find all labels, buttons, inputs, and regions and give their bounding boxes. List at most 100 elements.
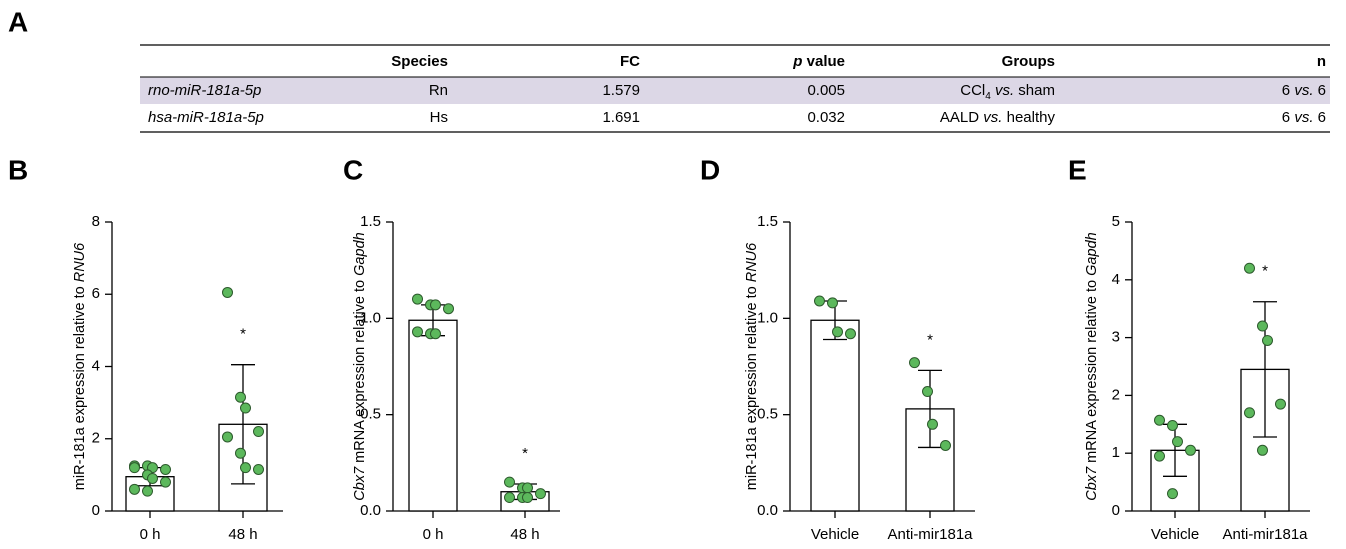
data-point [1262, 334, 1273, 346]
y-tick-label: 1.0 [360, 309, 381, 326]
text-segment: 6 [1313, 82, 1326, 99]
y-tick-label: 0.5 [360, 406, 381, 423]
data-point [129, 483, 140, 495]
x-tick-label: 0 h [140, 526, 161, 543]
text-segment: 6 [1313, 109, 1326, 126]
text-segment: 0.005 [807, 82, 845, 99]
data-point [827, 297, 838, 309]
text-segment: mRNA expression relative to [352, 276, 368, 467]
x-tick-label: 0 h [423, 526, 444, 543]
y-tick-label: 0 [1112, 502, 1120, 519]
y-tick-label: 0.5 [757, 406, 778, 423]
text-segment: 0.032 [807, 109, 845, 126]
text-segment: vs. [1294, 109, 1313, 126]
y-tick-label: 3 [1112, 329, 1120, 346]
data-point [129, 462, 140, 474]
text-segment: Gapdh [352, 232, 368, 276]
table-header: n [1317, 53, 1326, 70]
panel-label: D [700, 154, 720, 185]
data-point [160, 476, 171, 488]
text-segment: miR-181a expression relative to [72, 282, 88, 490]
data-point [504, 492, 515, 504]
text-segment: Cbx7 [352, 466, 368, 501]
data-point [927, 418, 938, 430]
y-axis-label: miR-181a expression relative to RNU6 [72, 242, 88, 490]
data-point [147, 472, 158, 484]
data-point [832, 326, 843, 338]
y-tick-label: 0.0 [360, 502, 381, 519]
text-segment: vs. [1294, 82, 1313, 99]
data-point [235, 447, 246, 459]
data-point [222, 431, 233, 443]
text-segment: 1.579 [602, 82, 640, 99]
table-cell: 6 vs. 6 [1282, 109, 1326, 126]
text-segment: AALD [940, 109, 983, 126]
text-segment: sham [1014, 82, 1055, 99]
table-cell: 1.691 [602, 109, 640, 126]
text-segment: hsa-miR-181a-5p [148, 109, 264, 126]
data-point [1167, 419, 1178, 431]
x-tick-label: 48 h [510, 526, 539, 543]
text-segment: n [1317, 53, 1326, 70]
table-cell: hsa-miR-181a-5p [148, 109, 264, 126]
data-point [235, 391, 246, 403]
data-point [160, 463, 171, 475]
data-point [1244, 262, 1255, 274]
data-point [1154, 414, 1165, 426]
text-segment: FC [620, 53, 640, 70]
text-segment: vs. [991, 82, 1014, 99]
data-point [443, 303, 454, 315]
data-point [430, 328, 441, 340]
text-segment: 4 [985, 91, 991, 102]
text-segment: Species [391, 53, 448, 70]
text-segment: RNU6 [72, 242, 88, 282]
table-header: Groups [1002, 53, 1055, 70]
data-point [922, 386, 933, 398]
y-tick-label: 2 [92, 430, 100, 447]
table-header: Species [391, 53, 448, 70]
panel-label: E [1068, 154, 1087, 185]
text-segment: RNU6 [744, 242, 760, 282]
data-point [535, 488, 546, 500]
text-segment: rno-miR-181a-5p [148, 82, 261, 99]
text-segment: value [802, 53, 845, 70]
data-point [504, 476, 515, 488]
significance-mark: * [1262, 263, 1268, 280]
text-segment: 1.691 [602, 109, 640, 126]
data-point [1167, 488, 1178, 500]
text-segment: 6 [1282, 109, 1295, 126]
data-point [522, 492, 533, 504]
data-point [1257, 320, 1268, 332]
y-tick-label: 4 [92, 357, 100, 374]
data-point [412, 293, 423, 305]
text-segment: Groups [1002, 53, 1055, 70]
table-cell: rno-miR-181a-5p [148, 82, 261, 99]
data-point [1275, 398, 1286, 410]
table-cell: Rn [429, 82, 448, 99]
y-tick-label: 4 [1112, 271, 1120, 288]
y-tick-label: 0 [92, 502, 100, 519]
data-point [845, 328, 856, 340]
data-point [814, 295, 825, 307]
data-point [253, 463, 264, 475]
x-tick-label: Anti-mir181a [1222, 526, 1308, 543]
text-segment: CCl [960, 82, 985, 99]
data-point [240, 402, 251, 414]
text-segment: Gapdh [1084, 232, 1100, 276]
panel-label: A [8, 6, 28, 37]
bar [810, 319, 860, 512]
data-point [222, 286, 233, 298]
table-header: p value [792, 53, 845, 70]
data-point [1244, 407, 1255, 419]
data-point [240, 462, 251, 474]
table-cell: 6 vs. 6 [1282, 82, 1326, 99]
text-segment: p [792, 53, 802, 70]
table-header: FC [620, 53, 640, 70]
text-segment: 6 [1282, 82, 1295, 99]
y-tick-label: 8 [92, 213, 100, 230]
x-tick-label: Vehicle [1151, 526, 1199, 543]
data-point [1172, 436, 1183, 448]
text-segment: healthy [1002, 109, 1055, 126]
data-point [940, 439, 951, 451]
